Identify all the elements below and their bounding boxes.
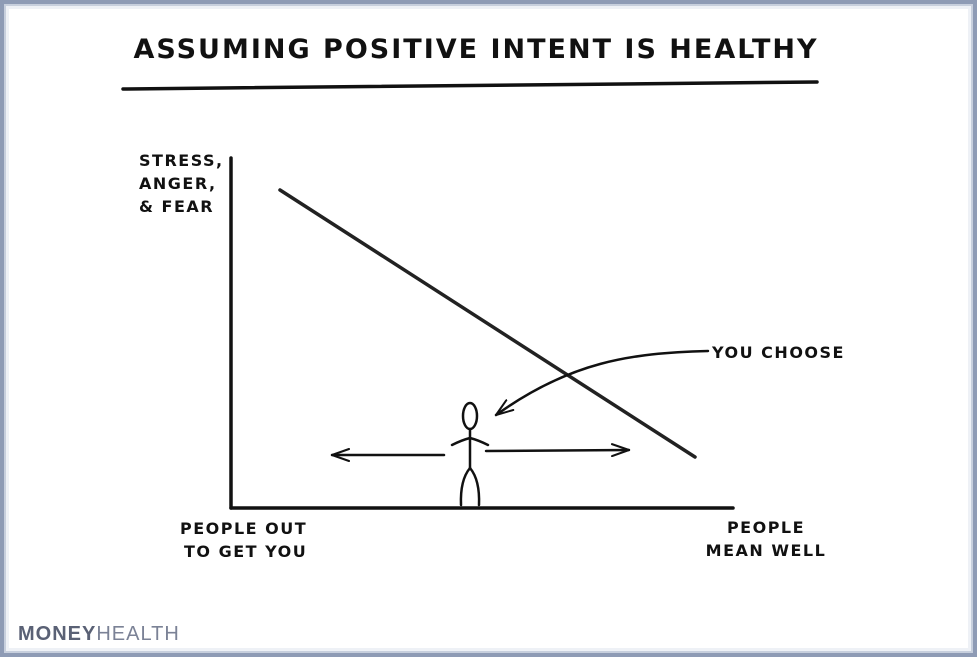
logo-part-money: MONEY: [18, 623, 96, 645]
svg-text:MONEYHEALTH: MONEYHEALTH: [18, 623, 180, 645]
diagram-title: ASSUMING POSITIVE INTENT IS HEALTHY: [133, 34, 818, 65]
title-underline: [121, 80, 819, 91]
x-axis-left-label: PEOPLE OUT TO GET YOU: [180, 519, 307, 561]
trend-line: [278, 188, 697, 459]
logo-part-health: HEALTH: [96, 623, 179, 645]
moneyhealth-logo: MONEYHEALTH: [18, 623, 180, 645]
y-axis-label-line2: ANGER,: [139, 174, 217, 193]
x-axis-right-label: PEOPLE MEAN WELL: [706, 518, 827, 560]
y-axis-label: STRESS, ANGER, & FEAR: [139, 151, 224, 216]
you-choose-label: YOU CHOOSE: [711, 343, 845, 362]
stick-figure-icon: [450, 401, 490, 507]
x-axis-left-label-line2: TO GET YOU: [184, 542, 307, 561]
y-axis-label-line3: & FEAR: [139, 197, 214, 216]
y-axis-label-line1: STRESS,: [139, 151, 224, 170]
x-axis-left-label-line1: PEOPLE OUT: [180, 519, 307, 538]
x-axis-right-label-line2: MEAN WELL: [706, 541, 827, 560]
you-choose-arrow: [494, 349, 710, 417]
x-axis-right-label-line1: PEOPLE: [727, 518, 805, 537]
right-arrow: [484, 443, 631, 458]
